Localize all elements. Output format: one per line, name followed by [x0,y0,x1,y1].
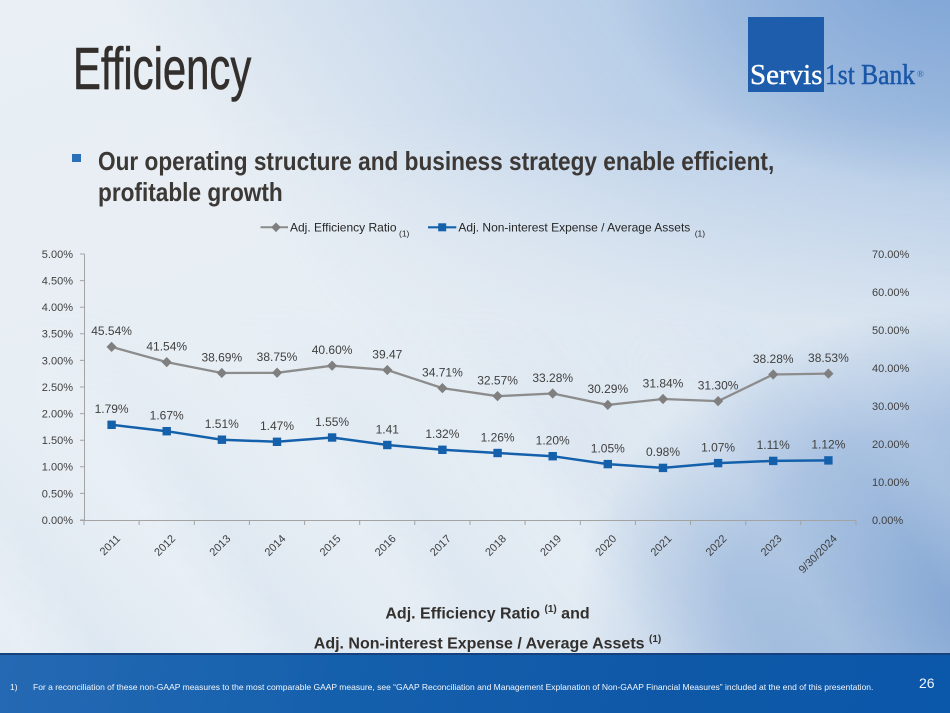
svg-text:38.28%: 38.28% [753,352,794,366]
svg-text:39.47: 39.47 [372,347,402,361]
svg-text:1.20%: 1.20% [536,434,570,448]
svg-text:1.11%: 1.11% [757,438,790,452]
svg-text:2013: 2013 [208,533,234,559]
svg-text:5.00%: 5.00% [42,249,73,261]
svg-text:31.30%: 31.30% [698,378,739,392]
svg-text:2019: 2019 [538,533,564,559]
svg-text:10.00%: 10.00% [872,477,910,489]
svg-text:45.54%: 45.54% [91,324,132,338]
svg-text:38.53%: 38.53% [808,351,849,365]
svg-text:1.41: 1.41 [376,422,400,436]
svg-text:50.00%: 50.00% [872,325,910,337]
svg-text:Adj. Non-interest Expense / Av: Adj. Non-interest Expense / Average Asse… [458,221,690,235]
svg-text:2023: 2023 [759,533,785,559]
svg-text:2011: 2011 [98,533,123,558]
svg-text:2017: 2017 [428,533,454,559]
svg-text:3.00%: 3.00% [42,355,73,367]
svg-text:38.75%: 38.75% [257,350,298,364]
svg-text:30.00%: 30.00% [872,401,910,413]
svg-text:70.00%: 70.00% [872,249,910,261]
svg-text:4.00%: 4.00% [42,302,73,314]
svg-text:2020: 2020 [593,533,619,559]
svg-text:2016: 2016 [373,533,399,559]
svg-text:2012: 2012 [152,533,178,559]
svg-text:0.98%: 0.98% [646,445,680,459]
svg-text:1.26%: 1.26% [481,430,515,444]
svg-text:31.84%: 31.84% [643,376,684,390]
svg-text:1.12%: 1.12% [811,438,845,452]
svg-text:1.79%: 1.79% [95,402,129,416]
svg-text:2022: 2022 [704,533,730,559]
svg-text:32.57%: 32.57% [477,374,518,388]
svg-text:0.00%: 0.00% [42,515,73,527]
svg-text:9/30/2024: 9/30/2024 [797,533,840,576]
svg-text:40.60%: 40.60% [312,343,353,357]
svg-text:1.67%: 1.67% [150,409,184,423]
svg-text:4.50%: 4.50% [42,276,73,288]
svg-text:2.50%: 2.50% [42,382,73,394]
svg-text:1.05%: 1.05% [591,441,625,455]
svg-text:1.07%: 1.07% [701,440,735,454]
svg-text:1.00%: 1.00% [42,462,73,474]
svg-text:1.55%: 1.55% [315,415,349,429]
svg-text:30.29%: 30.29% [587,382,628,396]
svg-text:1.51%: 1.51% [205,417,239,431]
svg-text:3.50%: 3.50% [42,329,73,341]
svg-text:2.00%: 2.00% [42,409,73,421]
svg-text:0.50%: 0.50% [42,488,73,500]
svg-text:1.50%: 1.50% [42,435,73,447]
svg-text:2018: 2018 [483,533,509,559]
svg-text:1.47%: 1.47% [260,419,294,433]
svg-text:(1): (1) [695,229,706,239]
svg-text:60.00%: 60.00% [872,287,910,299]
svg-text:33.28%: 33.28% [532,371,573,385]
svg-text:40.00%: 40.00% [872,363,910,375]
svg-text:2014: 2014 [263,533,289,559]
svg-text:1.32%: 1.32% [425,427,459,441]
svg-text:20.00%: 20.00% [872,439,910,451]
svg-text:41.54%: 41.54% [146,339,187,353]
svg-text:Adj. Efficiency Ratio: Adj. Efficiency Ratio [290,221,397,235]
svg-text:(1): (1) [399,229,410,239]
svg-text:38.69%: 38.69% [201,350,242,364]
svg-text:2021: 2021 [649,533,675,559]
svg-text:0.00%: 0.00% [872,515,903,527]
svg-text:2015: 2015 [318,533,344,559]
svg-text:34.71%: 34.71% [422,365,463,379]
